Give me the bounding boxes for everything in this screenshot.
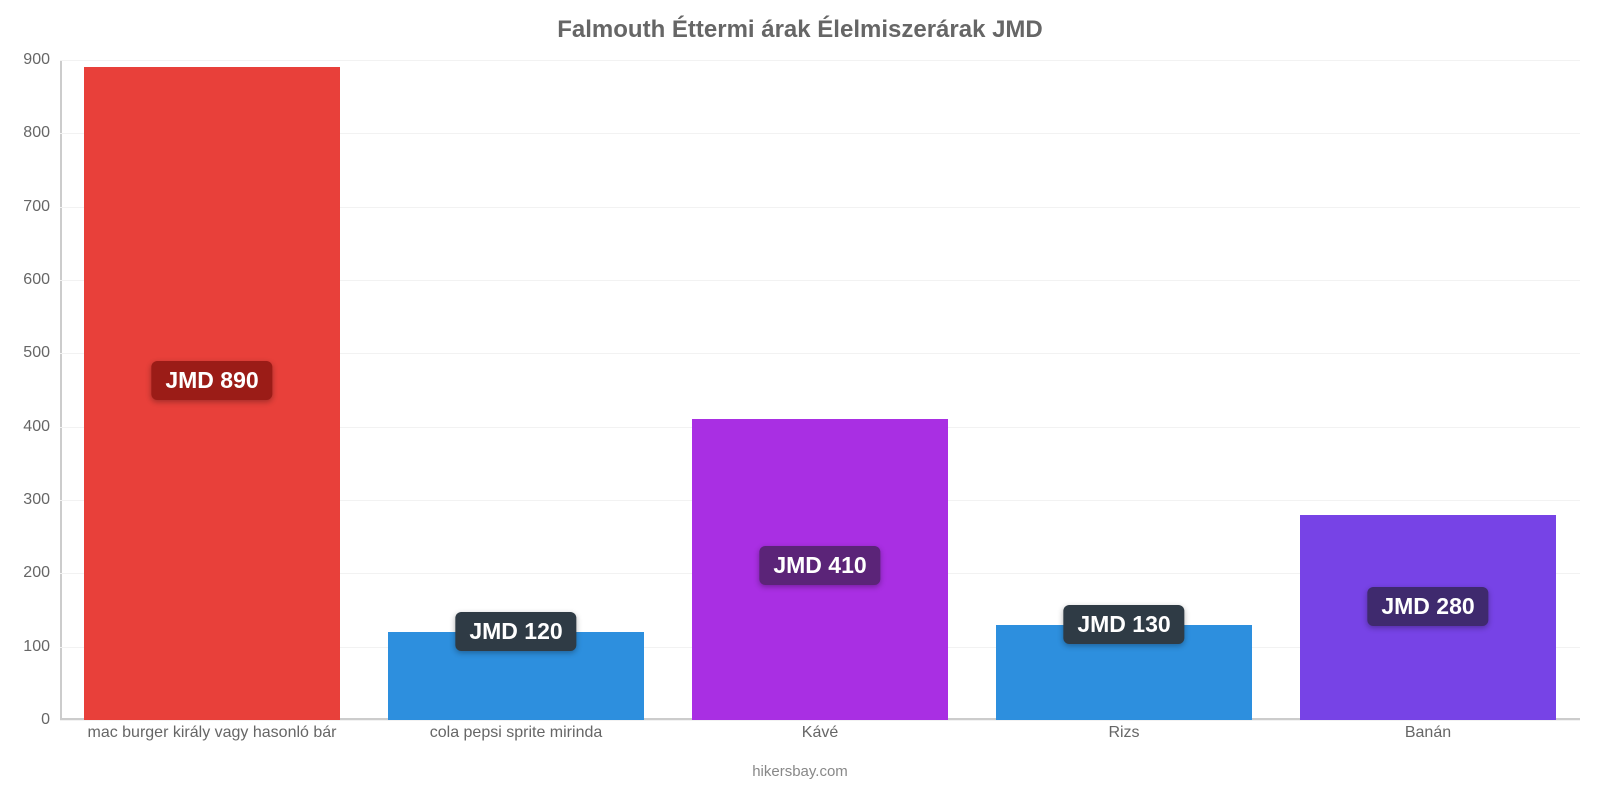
bar: JMD 410 bbox=[692, 419, 947, 720]
value-badge: JMD 130 bbox=[1063, 605, 1184, 644]
y-tick-label: 900 bbox=[23, 51, 60, 69]
y-tick-label: 100 bbox=[23, 638, 60, 656]
value-badge: JMD 890 bbox=[151, 361, 272, 400]
y-tick-label: 600 bbox=[23, 271, 60, 289]
y-tick-label: 400 bbox=[23, 418, 60, 436]
x-axis-labels: mac burger király vagy hasonló bárcola p… bbox=[60, 724, 1580, 742]
bar-slot: JMD 280 bbox=[1276, 60, 1580, 720]
bars-container: JMD 890 JMD 120 JMD 410 JMD 130 JMD 280 bbox=[60, 60, 1580, 720]
bar: JMD 280 bbox=[1300, 515, 1555, 720]
x-axis-label: Rizs bbox=[972, 724, 1276, 742]
bar-slot: JMD 130 bbox=[972, 60, 1276, 720]
y-tick-label: 300 bbox=[23, 491, 60, 509]
bar-slot: JMD 120 bbox=[364, 60, 668, 720]
x-axis-label: mac burger király vagy hasonló bár bbox=[60, 724, 364, 742]
chart-title: Falmouth Éttermi árak Élelmiszerárak JMD bbox=[0, 16, 1600, 44]
y-tick-label: 500 bbox=[23, 344, 60, 362]
attribution-text: hikersbay.com bbox=[0, 763, 1600, 780]
value-badge: JMD 120 bbox=[455, 612, 576, 651]
bar: JMD 120 bbox=[388, 632, 643, 720]
x-axis-label: Banán bbox=[1276, 724, 1580, 742]
y-tick-label: 0 bbox=[41, 711, 60, 729]
bar-slot: JMD 410 bbox=[668, 60, 972, 720]
value-badge: JMD 410 bbox=[759, 546, 880, 585]
gridline bbox=[60, 720, 1580, 721]
y-tick-label: 700 bbox=[23, 198, 60, 216]
value-badge: JMD 280 bbox=[1367, 587, 1488, 626]
x-axis-label: cola pepsi sprite mirinda bbox=[364, 724, 668, 742]
x-axis-label: Kávé bbox=[668, 724, 972, 742]
bar: JMD 890 bbox=[84, 67, 339, 720]
y-tick-label: 200 bbox=[23, 564, 60, 582]
bar: JMD 130 bbox=[996, 625, 1251, 720]
plot-area: 0100200300400500600700800900 JMD 890JMD … bbox=[60, 60, 1580, 720]
y-tick-label: 800 bbox=[23, 124, 60, 142]
bar-slot: JMD 890 bbox=[60, 60, 364, 720]
